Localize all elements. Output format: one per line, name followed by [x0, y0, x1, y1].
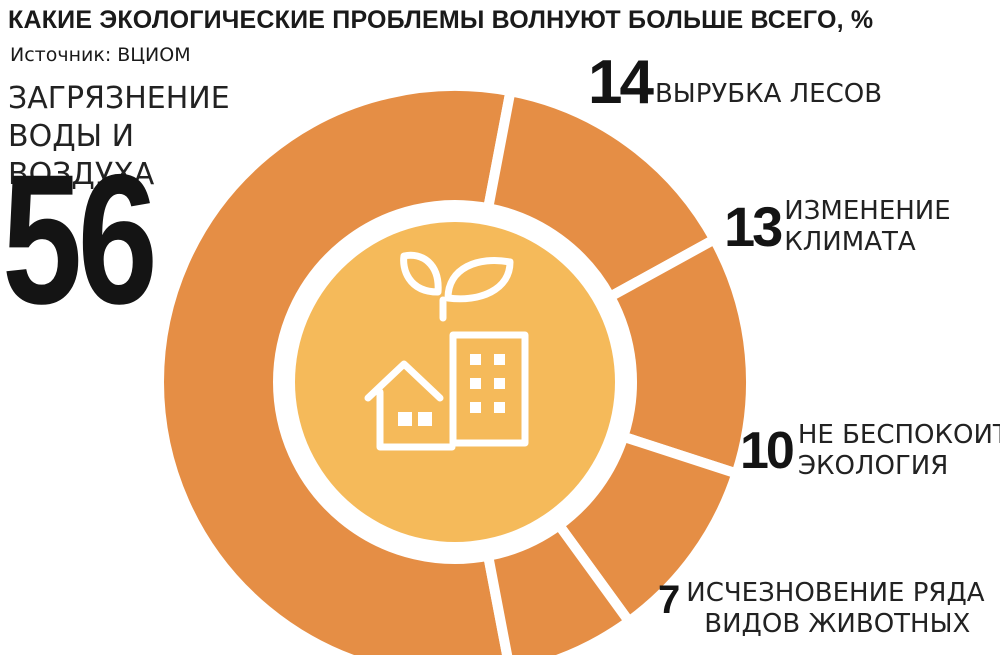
label-s3: 10 НЕ БЕСПОКОИТ ЭКОЛОГИЯ [740, 420, 1000, 482]
donut-slices [154, 81, 756, 655]
source-note: Источник: ВЦИОМ [10, 44, 191, 66]
label-s4-value: 7 [658, 578, 681, 622]
label-s4-line2: ВИДОВ ЖИВОТНЫХ [704, 609, 971, 639]
donut-slice-0 [154, 81, 516, 655]
label-s1-line1: ВЫРУБКА ЛЕСОВ [654, 79, 883, 109]
label-s3-line1: НЕ БЕСПОКОИТ [797, 420, 1000, 450]
label-s0-line2: ВОДЫ И ВОЗДУХА [8, 119, 155, 192]
label-s3-text: НЕ БЕСПОКОИТ ЭКОЛОГИЯ [798, 420, 1000, 482]
label-s3-value: 10 [740, 422, 795, 480]
label-s2-text: ИЗМЕНЕНИЕ КЛИМАТА [784, 196, 950, 258]
donut-slice-4 [483, 520, 634, 655]
label-s2-line2: КЛИМАТА [784, 227, 916, 257]
label-s3-line2: ЭКОЛОГИЯ [797, 451, 949, 481]
label-s4-text: ИСЧЕЗНОВЕНИЕ РЯДА ВИДОВ ЖИВОТНЫХ [686, 578, 984, 640]
leaves-house-building-icon [364, 251, 529, 451]
label-s2-line1: ИЗМЕНЕНИЕ [784, 196, 951, 226]
label-s0-value: 56 [2, 137, 158, 343]
label-s0-text: ЗАГРЯЗНЕНИЕ ВОДЫ И ВОЗДУХА [8, 80, 268, 194]
label-s4-line1: ИСЧЕЗНОВЕНИЕ РЯДА [686, 578, 985, 608]
label-s1-value: 14 [588, 48, 654, 117]
label-s1: 14 ВЫРУБКА ЛЕСОВ [588, 52, 882, 114]
label-s2: 13 ИЗМЕНЕНИЕ КЛИМАТА [724, 196, 951, 258]
label-s4: 7 ИСЧЕЗНОВЕНИЕ РЯДА ВИДОВ ЖИВОТНЫХ [658, 578, 985, 640]
label-s2-value: 13 [724, 195, 783, 258]
chart-title: КАКИЕ ЭКОЛОГИЧЕСКИЕ ПРОБЛЕМЫ ВОЛНУЮТ БОЛ… [8, 6, 874, 34]
label-s0-line1: ЗАГРЯЗНЕНИЕ [8, 81, 230, 116]
